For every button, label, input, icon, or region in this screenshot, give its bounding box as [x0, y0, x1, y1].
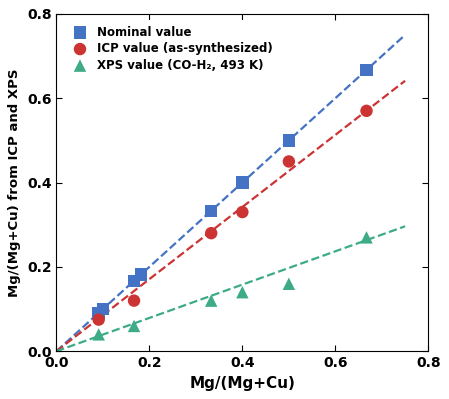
Nominal value	[363, 67, 370, 73]
Nominal value	[207, 207, 215, 214]
ICP value (as-synthesized)	[239, 209, 246, 215]
ICP value (as-synthesized)	[285, 158, 292, 165]
XPS value (CO-H₂, 493 K)	[285, 280, 292, 287]
Y-axis label: Mg/(Mg+Cu) from ICP and XPS: Mg/(Mg+Cu) from ICP and XPS	[9, 68, 22, 297]
Legend: Nominal value, ICP value (as-synthesized), XPS value (CO-H₂, 493 K): Nominal value, ICP value (as-synthesized…	[62, 20, 278, 78]
Nominal value	[99, 306, 106, 312]
ICP value (as-synthesized)	[363, 108, 370, 114]
XPS value (CO-H₂, 493 K)	[130, 323, 137, 329]
ICP value (as-synthesized)	[207, 230, 215, 236]
Nominal value	[239, 179, 246, 186]
Nominal value	[95, 310, 102, 316]
Nominal value	[137, 271, 145, 278]
ICP value (as-synthesized)	[95, 316, 102, 323]
XPS value (CO-H₂, 493 K)	[239, 289, 246, 295]
Nominal value	[285, 137, 292, 144]
ICP value (as-synthesized)	[130, 297, 137, 304]
Nominal value	[130, 278, 137, 284]
XPS value (CO-H₂, 493 K)	[363, 234, 370, 241]
XPS value (CO-H₂, 493 K)	[207, 297, 215, 304]
X-axis label: Mg/(Mg+Cu): Mg/(Mg+Cu)	[189, 376, 295, 391]
XPS value (CO-H₂, 493 K)	[95, 331, 102, 338]
